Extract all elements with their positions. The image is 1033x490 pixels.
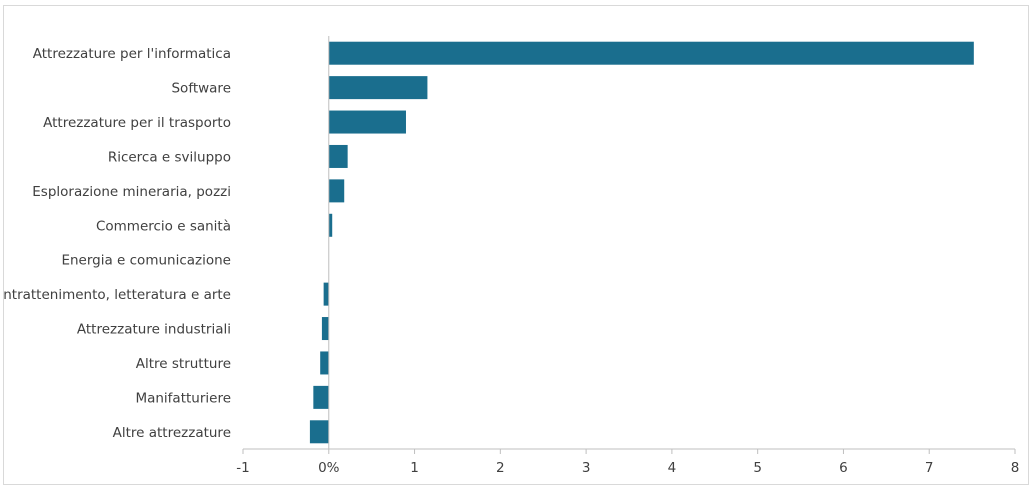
bar: [309, 420, 329, 444]
bar: [328, 76, 428, 100]
bar: [320, 351, 329, 375]
category-label: Attrezzature per il trasporto: [43, 115, 231, 131]
tick-label: 2: [496, 460, 505, 476]
bar: [328, 110, 406, 134]
bar-chart: -1 0% 1 2 3 4 5 6 7 8 Attrezzature per l'informat…: [4, 36, 1019, 476]
category-label: Esplorazione mineraria, pozzi: [32, 184, 231, 200]
category-labels: Attrezzature per l'informatica Software At…: [4, 46, 231, 441]
tick-label: 8: [1011, 460, 1020, 476]
bar: [323, 282, 329, 306]
category-label: Altre attrezzature: [113, 425, 231, 441]
category-label: Ricerca e sviluppo: [108, 149, 231, 165]
tick-label: 0%: [318, 460, 340, 476]
chart-frame: -1 0% 1 2 3 4 5 6 7 8 Attrezzature per l'informat…: [3, 5, 1029, 485]
category-label: Intrattenimento, letteratura e arte: [4, 287, 231, 303]
category-label: Energia e comunicazione: [61, 253, 231, 269]
tick-label: 6: [839, 460, 848, 476]
bar: [328, 179, 345, 203]
category-label: Attrezzature industriali: [77, 322, 231, 338]
bar: [328, 144, 348, 168]
tick-label: 4: [668, 460, 677, 476]
tick-label: 7: [925, 460, 934, 476]
bar: [328, 41, 974, 65]
tick-label: 1: [410, 460, 419, 476]
value-axis-ticks: -1 0% 1 2 3 4 5 6 7 8: [236, 449, 1019, 476]
bar: [328, 213, 333, 237]
tick-label: -1: [236, 460, 249, 476]
category-label: Manifatturiere: [135, 390, 231, 406]
bar: [321, 317, 329, 341]
tick-label: 5: [753, 460, 762, 476]
tick-label: 3: [582, 460, 591, 476]
category-label: Software: [171, 81, 231, 97]
bar: [313, 385, 329, 409]
bars-layer: [309, 41, 974, 444]
category-label: Attrezzature per l'informatica: [33, 46, 231, 62]
category-label: Commercio e sanità: [96, 218, 231, 234]
category-label: Altre strutture: [136, 356, 231, 372]
